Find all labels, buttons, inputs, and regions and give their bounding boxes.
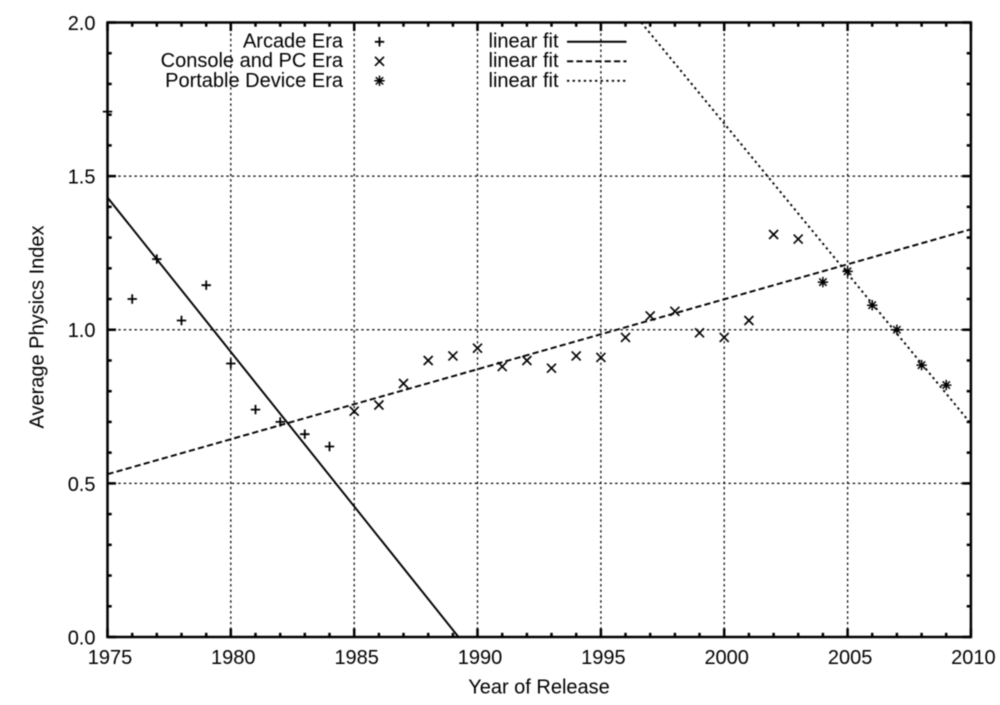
- svg-text:2010: 2010: [951, 647, 996, 669]
- svg-text:1.5: 1.5: [68, 167, 96, 189]
- svg-text:1985: 1985: [334, 647, 379, 669]
- svg-text:Average Physics Index: Average Physics Index: [27, 225, 49, 428]
- svg-text:linear fit: linear fit: [489, 31, 559, 53]
- svg-text:1975: 1975: [88, 647, 133, 669]
- svg-text:Arcade Era: Arcade Era: [243, 31, 344, 53]
- svg-text:1.0: 1.0: [68, 320, 96, 342]
- svg-text:Console and PC Era: Console and PC Era: [161, 50, 344, 72]
- svg-text:Year of Release: Year of Release: [468, 677, 610, 699]
- svg-text:1980: 1980: [211, 647, 256, 669]
- svg-text:2000: 2000: [704, 647, 749, 669]
- svg-text:2005: 2005: [828, 647, 873, 669]
- svg-text:0.0: 0.0: [68, 627, 96, 649]
- svg-text:2.0: 2.0: [68, 13, 96, 35]
- svg-text:linear fit: linear fit: [489, 70, 559, 92]
- svg-text:0.5: 0.5: [68, 474, 96, 496]
- svg-text:1990: 1990: [458, 647, 503, 669]
- svg-text:1995: 1995: [581, 647, 626, 669]
- svg-text:Portable Device Era: Portable Device Era: [165, 70, 344, 92]
- svg-text:linear fit: linear fit: [489, 50, 559, 72]
